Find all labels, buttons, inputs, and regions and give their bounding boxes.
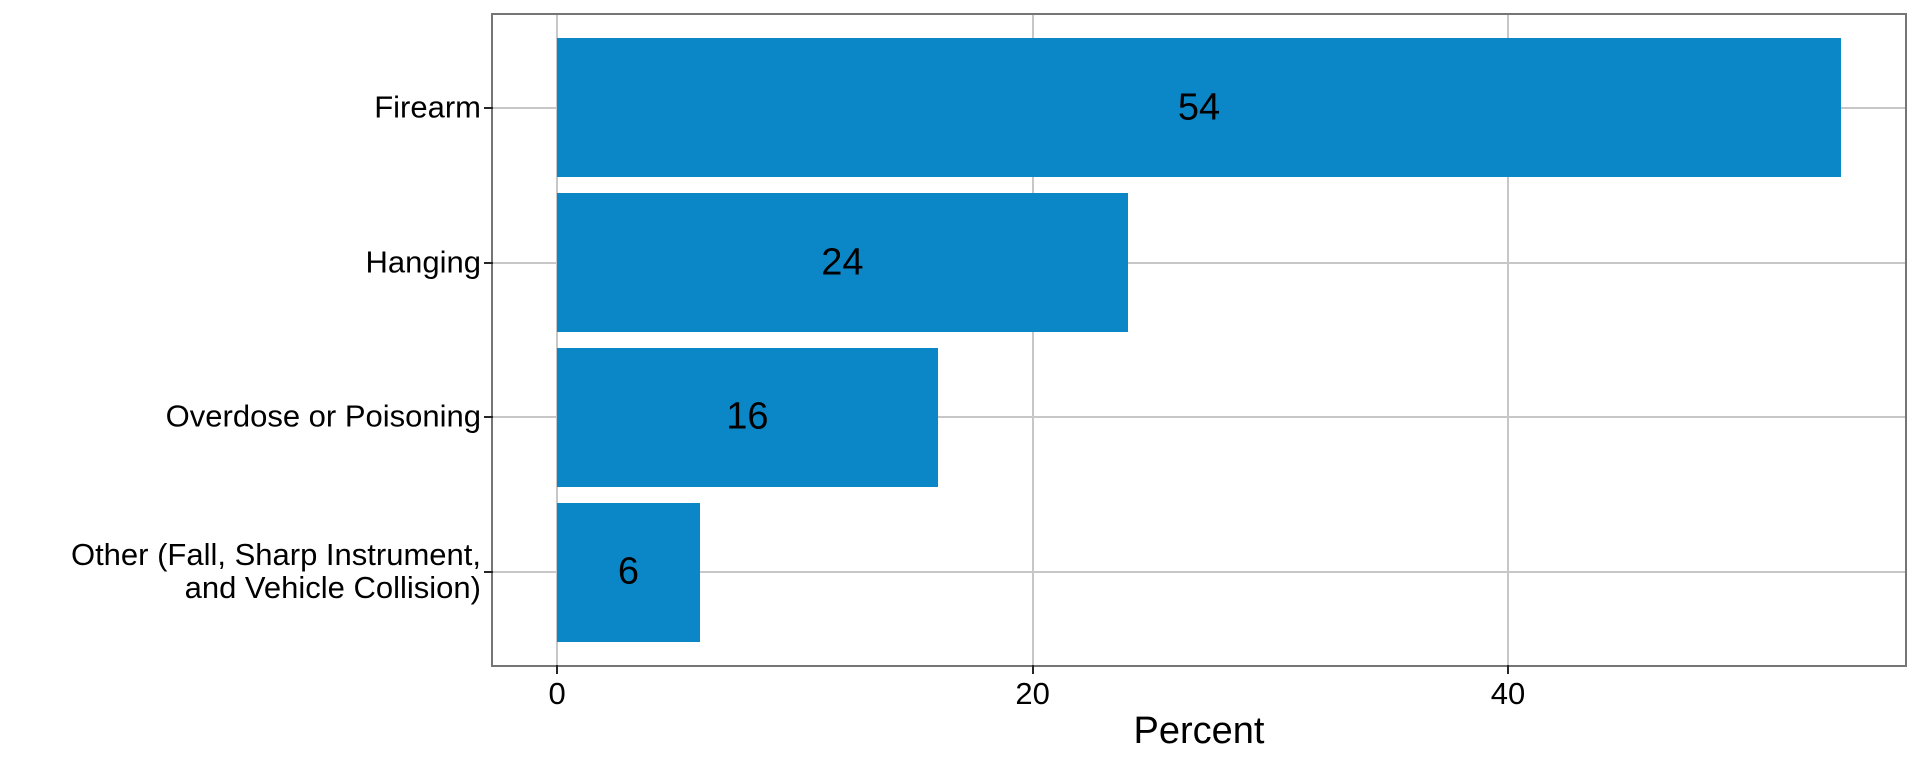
bar-value-label: 6 <box>617 550 640 593</box>
x-gridline <box>1031 15 1034 665</box>
x-axis-tick <box>556 665 559 674</box>
x-gridline <box>1507 15 1510 665</box>
x-tick-label: 0 <box>548 676 566 711</box>
x-axis-title: Percent <box>1133 710 1265 752</box>
x-gridline <box>556 15 559 665</box>
x-tick-label: 40 <box>1490 676 1526 711</box>
y-tick-label: Overdose or Poisoning <box>165 398 481 434</box>
y-tick-label: Hanging <box>365 244 481 280</box>
bar <box>557 347 938 488</box>
y-gridline <box>493 416 1905 419</box>
y-tick-label: Firearm <box>374 89 481 125</box>
bar-value-label: 54 <box>1177 86 1221 129</box>
y-axis-tick <box>484 261 493 264</box>
plot-panel: 54 24 16 6 <box>491 13 1907 667</box>
bar-value-label: 24 <box>821 241 864 284</box>
bar-value-label: 16 <box>726 395 769 438</box>
bar <box>557 502 700 642</box>
x-axis-tick <box>1031 665 1034 674</box>
bar <box>557 192 1128 333</box>
bar <box>557 38 1841 178</box>
y-axis-tick <box>484 571 493 574</box>
x-tick-label: 20 <box>1015 676 1050 711</box>
y-gridline <box>493 261 1905 264</box>
y-axis-tick <box>484 106 493 109</box>
y-tick-label: Other (Fall, Sharp Instrument, and Vehic… <box>70 537 481 606</box>
y-axis-tick <box>484 416 493 419</box>
y-gridline <box>493 571 1905 574</box>
x-axis-tick <box>1507 665 1510 674</box>
